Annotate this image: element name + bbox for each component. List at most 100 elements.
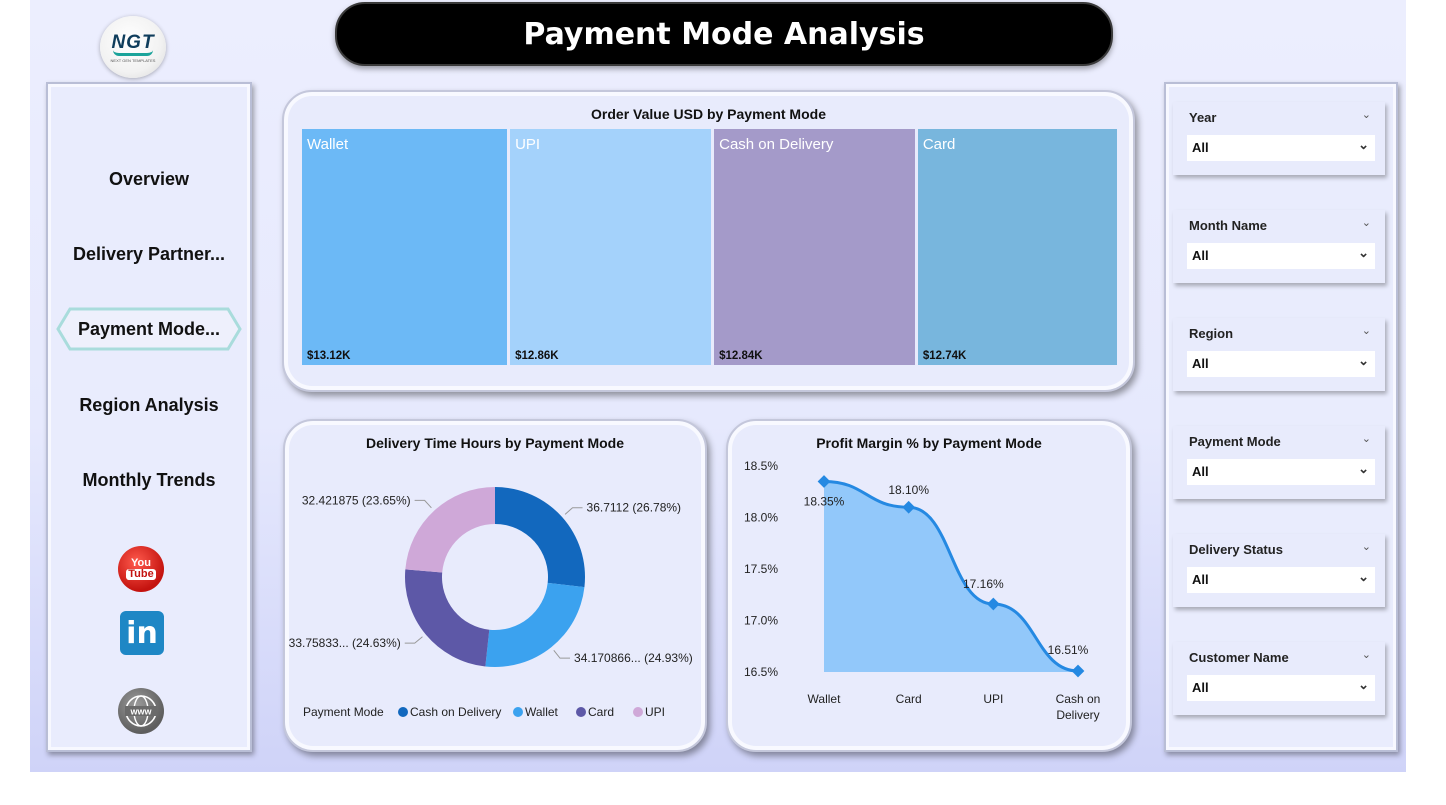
donut-data-label: 32.421875 (23.65%)	[302, 493, 411, 507]
chevron-down-icon: ⌄	[1358, 137, 1369, 152]
legend-item[interactable]: Card	[588, 705, 614, 719]
page-title: Payment Mode Analysis	[523, 16, 925, 52]
treemap-cell-label: Card	[922, 136, 956, 153]
legend-marker	[513, 707, 523, 717]
filter-title: Year	[1189, 110, 1217, 125]
filter-value: All	[1192, 140, 1209, 155]
y-tick-label: 17.0%	[744, 614, 778, 628]
filter-dropdown[interactable]: All ⌄	[1187, 351, 1375, 377]
y-tick-label: 17.5%	[744, 562, 778, 576]
youtube-icon-text-top: You	[131, 557, 151, 569]
treemap-cell-value: $12.74K	[922, 350, 967, 362]
donut-leader-line	[564, 507, 583, 515]
donut-slice[interactable]	[405, 487, 495, 573]
legend-marker	[398, 707, 408, 717]
chevron-up-icon[interactable]: ⌄	[1361, 649, 1371, 661]
x-tick-label: Cash on Delivery	[1056, 692, 1101, 722]
chevron-up-icon[interactable]: ⌄	[1361, 325, 1371, 337]
donut-leader-line	[404, 636, 423, 644]
globe-icon-graphic: www	[125, 695, 157, 727]
chevron-down-icon: ⌄	[1358, 461, 1369, 476]
donut-slice[interactable]	[485, 582, 585, 667]
filter-title: Delivery Status	[1189, 542, 1283, 557]
donut-data-label: 36.7112 (26.78%)	[587, 501, 682, 515]
legend-marker	[633, 707, 643, 717]
legend-marker	[576, 707, 586, 717]
order-value-treemap-card: Order Value USD by Payment Mode Wallet $1…	[282, 90, 1135, 392]
chevron-up-icon[interactable]: ⌄	[1361, 109, 1371, 121]
filter-title: Payment Mode	[1189, 434, 1281, 449]
area-data-label: 17.16%	[963, 577, 1004, 591]
area-line	[823, 479, 1079, 673]
donut-title: Delivery Time Hours by Payment Mode	[365, 435, 625, 451]
profit-margin-area-card: Profit Margin % by Payment Mode 18.5% 18.…	[726, 419, 1132, 752]
treemap-cell[interactable]: Card $12.74K	[917, 129, 1117, 365]
treemap-cell[interactable]: UPI $12.86K	[510, 129, 712, 365]
globe-icon-text: www	[129, 707, 152, 717]
filter-region: Region ⌄ All ⌄	[1173, 318, 1385, 391]
linkedin-icon[interactable]: in	[120, 611, 164, 655]
filter-dropdown[interactable]: All ⌄	[1187, 135, 1375, 161]
treemap-cell-label: Wallet	[307, 136, 349, 153]
chevron-down-icon: ⌄	[1358, 569, 1369, 584]
filter-customer-name: Customer Name ⌄ All ⌄	[1173, 642, 1385, 715]
filter-dropdown[interactable]: All ⌄	[1187, 567, 1375, 593]
donut-slice[interactable]	[495, 487, 585, 588]
filter-value: All	[1192, 464, 1209, 479]
title-bar: Payment Mode Analysis	[335, 2, 1113, 66]
youtube-icon-text-bottom: Tube	[126, 568, 156, 580]
youtube-icon[interactable]: You Tube	[118, 546, 164, 592]
logo-swoosh-icon	[113, 50, 153, 56]
donut-leader-line	[553, 650, 571, 659]
donut-leader-line	[414, 499, 432, 509]
logo-subtext: NEXT GEN TEMPLATES	[110, 57, 156, 63]
legend-item[interactable]: Wallet	[525, 705, 559, 719]
x-tick-label: Card	[896, 692, 922, 706]
legend-item[interactable]: Cash on Delivery	[410, 705, 501, 719]
treemap-cell-value: $13.12K	[307, 350, 351, 362]
filter-dropdown[interactable]: All ⌄	[1187, 243, 1375, 269]
chevron-up-icon[interactable]: ⌄	[1361, 541, 1371, 553]
area-point[interactable]	[986, 597, 1000, 611]
filters-panel: Year ⌄ All ⌄ Month Name ⌄ All ⌄ Region ⌄ All ⌄ Payme…	[1164, 82, 1398, 752]
treemap-cell[interactable]: Wallet $13.12K	[302, 129, 508, 365]
treemap-title: Order Value USD by Payment Mode	[591, 106, 826, 122]
logo-text: NGT	[111, 31, 155, 53]
filter-title: Customer Name	[1189, 650, 1289, 665]
donut-chart: 36.7112 (26.78%) 34.170866... (24.93%) 33.…	[289, 487, 693, 719]
treemap-cell-value: $12.84K	[719, 350, 763, 362]
legend-item[interactable]: UPI	[645, 705, 665, 719]
legend-title: Payment Mode	[303, 705, 384, 719]
nav-payment-mode-label: Payment Mode...	[77, 319, 221, 339]
area-point[interactable]	[1071, 664, 1085, 678]
ngt-logo: NGT NEXT GEN TEMPLATES	[100, 16, 166, 78]
filter-value: All	[1192, 572, 1209, 587]
y-tick-label: 18.5%	[744, 459, 778, 473]
treemap-cell[interactable]: Cash on Delivery $12.84K	[714, 129, 915, 365]
filter-delivery-status: Delivery Status ⌄ All ⌄	[1173, 534, 1385, 607]
filter-value: All	[1192, 248, 1209, 263]
globe-icon[interactable]: www	[118, 688, 164, 734]
chevron-up-icon[interactable]: ⌄	[1361, 433, 1371, 445]
nav-overview[interactable]: Overview	[108, 169, 190, 189]
nav-payment-mode[interactable]: Payment Mode...	[56, 307, 242, 351]
donut-slice[interactable]	[405, 569, 490, 667]
filter-payment-mode: Payment Mode ⌄ All ⌄	[1173, 426, 1385, 499]
chevron-up-icon[interactable]: ⌄	[1361, 217, 1371, 229]
filter-dropdown[interactable]: All ⌄	[1187, 459, 1375, 485]
nav-delivery-partner[interactable]: Delivery Partner...	[72, 244, 226, 264]
filter-month-name: Month Name ⌄ All ⌄	[1173, 210, 1385, 283]
nav-monthly-trends[interactable]: Monthly Trends	[82, 470, 216, 490]
active-nav-shape	[56, 307, 242, 351]
chevron-down-icon: ⌄	[1358, 245, 1369, 260]
treemap-cell-label: Cash on Delivery	[719, 136, 834, 153]
filter-value: All	[1192, 356, 1209, 371]
x-tick-label: UPI	[983, 692, 1003, 706]
treemap-cell-label: UPI	[515, 136, 541, 153]
filter-dropdown[interactable]: All ⌄	[1187, 675, 1375, 701]
area-title: Profit Margin % by Payment Mode	[816, 435, 1042, 451]
donut-data-label: 33.75833... (24.63%)	[289, 636, 401, 650]
nav-region-analysis[interactable]: Region Analysis	[79, 395, 219, 415]
filter-value: All	[1192, 680, 1209, 695]
navigation-panel: Overview Delivery Partner... Payment Mod…	[46, 82, 252, 752]
